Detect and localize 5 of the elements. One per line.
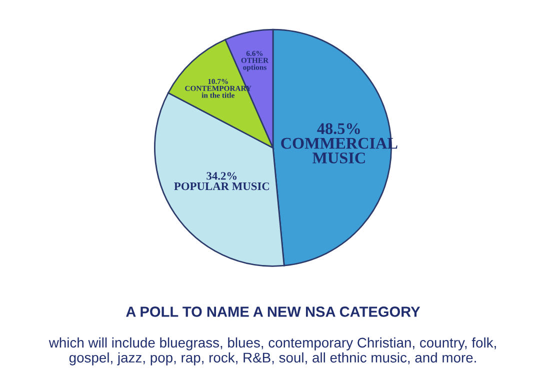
data-label: 48.5% <box>317 123 360 134</box>
text: which will include bluegrass, blues, contemporary Christian, country, folk, gospel, jazz, pop, rap, rock, R&B, soul, all ethnic music, and more. <box>48 337 496 366</box>
data-label: 34.2% <box>206 172 237 180</box>
slice-label: POPULAR MUSIC <box>174 182 270 190</box>
text: A POLL TO NAME A NEW NSA CATEGORY <box>126 306 420 317</box>
